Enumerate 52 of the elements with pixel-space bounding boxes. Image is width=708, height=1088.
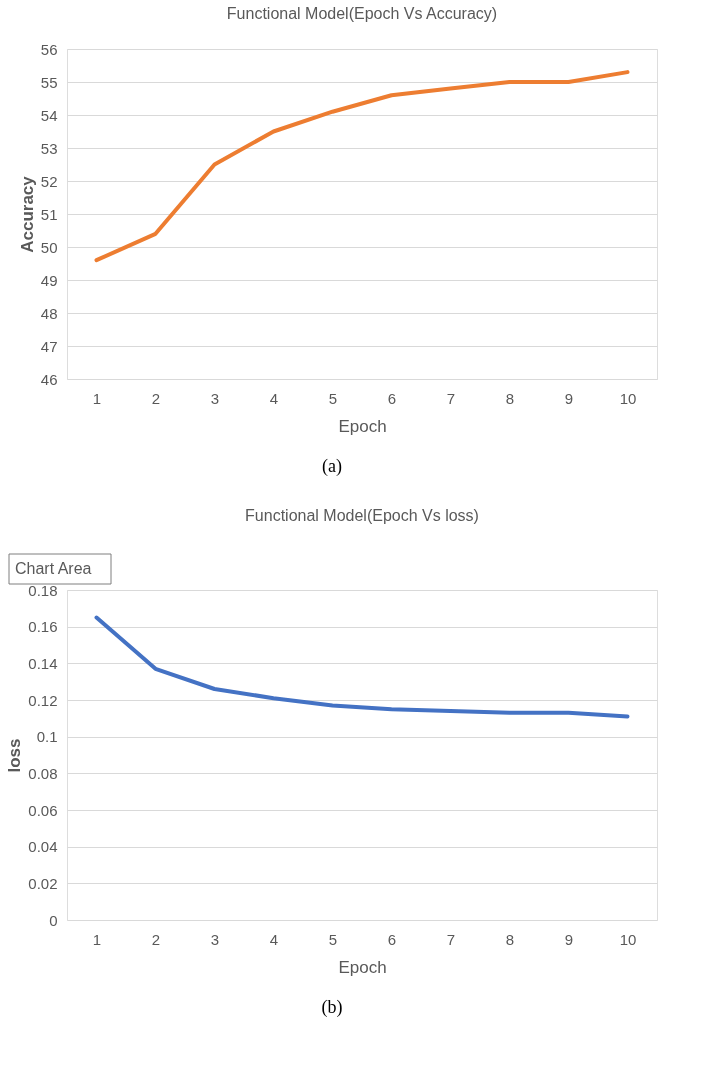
- y-tick-label: 0.16: [28, 618, 58, 636]
- y-tick-label: 0.14: [28, 654, 58, 672]
- y-tick-label: 51: [40, 205, 58, 223]
- x-tick-label: 3: [210, 389, 220, 407]
- x-tick-label: 4: [269, 389, 279, 407]
- y-tick-label: 56: [40, 40, 58, 58]
- x-tick-label: 2: [151, 389, 161, 407]
- chart-title: Functional Model(Epoch Vs Accuracy): [226, 5, 498, 22]
- x-tick-label: 8: [505, 930, 515, 948]
- x-tick-label: 5: [328, 389, 338, 407]
- y-tick-label: 50: [40, 238, 58, 256]
- y-tick-label: 0.18: [28, 581, 58, 599]
- x-axis-title: Epoch: [338, 957, 387, 977]
- x-tick-label: 5: [328, 930, 338, 948]
- x-tick-label: 3: [210, 930, 220, 948]
- y-axis-title: loss: [5, 738, 25, 773]
- y-tick-label: 55: [40, 73, 58, 91]
- y-tick-label: 0.04: [28, 838, 58, 856]
- x-tick-label: 2: [151, 930, 161, 948]
- x-tick-label: 8: [505, 389, 515, 407]
- x-tick-label: 10: [619, 389, 637, 407]
- y-tick-label: 0: [49, 911, 58, 929]
- text: Chart Area: [15, 560, 92, 577]
- x-axis-title: Epoch: [338, 416, 387, 436]
- x-tick-label: 6: [387, 930, 397, 948]
- y-tick-label: 48: [40, 304, 58, 322]
- x-tick-label: 9: [564, 930, 574, 948]
- x-tick-label: 10: [619, 930, 637, 948]
- text: (a): [322, 456, 342, 477]
- x-tick-label: 7: [446, 930, 456, 948]
- x-tick-label: 9: [564, 389, 574, 407]
- x-tick-label: 1: [92, 930, 102, 948]
- y-tick-label: 0.12: [28, 691, 58, 709]
- y-tick-label: 46: [40, 370, 58, 388]
- line-series: [94, 615, 630, 719]
- y-tick-label: 0.06: [28, 801, 58, 819]
- line-series: [94, 70, 630, 263]
- y-tick-label: 49: [40, 271, 58, 289]
- y-tick-label: 47: [40, 337, 58, 355]
- text: (b): [321, 997, 343, 1018]
- y-tick-label: 53: [40, 139, 58, 157]
- x-tick-label: 6: [387, 389, 397, 407]
- y-tick-label: 0.08: [28, 764, 58, 782]
- y-tick-label: 52: [40, 172, 58, 190]
- x-tick-label: 4: [269, 930, 279, 948]
- y-axis-title: Accuracy: [17, 175, 37, 253]
- x-tick-label: 7: [446, 389, 456, 407]
- chart-title: Functional Model(Epoch Vs loss): [245, 506, 479, 524]
- y-tick-label: 0.02: [28, 874, 58, 892]
- y-tick-label: 54: [40, 106, 58, 124]
- y-tick-label: 0.1: [36, 728, 58, 746]
- x-tick-label: 1: [92, 389, 102, 407]
